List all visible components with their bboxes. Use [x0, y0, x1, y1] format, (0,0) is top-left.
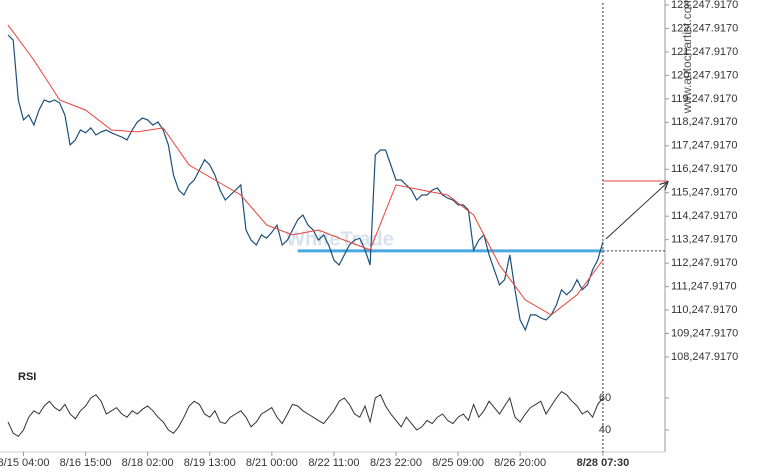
x-tick-label: 8/23 22:00 — [370, 457, 422, 469]
y-tick-label: 121,247.9170 — [671, 46, 738, 58]
x-tick-label: 8/26 20:00 — [494, 457, 546, 469]
y-tick-label: 113,247.9170 — [671, 234, 737, 246]
y-tick-label: 109,247.9170 — [671, 327, 738, 339]
y-tick-label: 122,247.9170 — [671, 22, 738, 34]
y-tick-label: 120,247.9170 — [671, 69, 738, 81]
series-line — [7, 390, 604, 438]
watermark: WhiteTrade — [286, 228, 394, 250]
y-tick-label: 111,247.9170 — [671, 281, 737, 293]
forecast-arrow — [605, 182, 668, 240]
rsi-tick-label: 60 — [599, 392, 611, 404]
series-line — [7, 34, 604, 332]
y-tick-label: 114,247.9170 — [671, 210, 737, 222]
x-tick-label: 8/22 11:00 — [308, 457, 359, 469]
y-tick-label: 118,247.9170 — [671, 116, 737, 128]
y-tick-label: 119,247.9170 — [671, 93, 737, 105]
source-text: www.autochartist.com — [680, 0, 694, 114]
y-tick-label: 116,247.9170 — [671, 163, 737, 175]
y-tick-label: 117,247.9170 — [671, 140, 737, 152]
x-tick-label: 8/18 02:00 — [122, 457, 174, 469]
x-tick-label: 8/16 15:00 — [60, 457, 112, 469]
x-tick-label: 8/21 00:00 — [246, 457, 298, 469]
x-tick-label: 8/15 04:00 — [0, 457, 50, 469]
y-tick-label: 115,247.9170 — [671, 187, 737, 199]
y-tick-label: 108,247.9170 — [671, 351, 738, 363]
y-tick-label: 112,247.9170 — [671, 257, 737, 269]
x-tick-label: 8/25 09:00 — [432, 457, 484, 469]
series-line — [7, 24, 604, 316]
rsi-tick-label: 40 — [599, 424, 611, 436]
x-tick-label: 8/19 13:00 — [184, 457, 236, 469]
y-tick-label: 110,247.9170 — [671, 304, 737, 316]
y-tick-label: 123,247.9170 — [671, 0, 738, 11]
x-tick-label: 8/28 07:30 — [577, 457, 630, 469]
rsi-title: RSI — [18, 371, 36, 383]
